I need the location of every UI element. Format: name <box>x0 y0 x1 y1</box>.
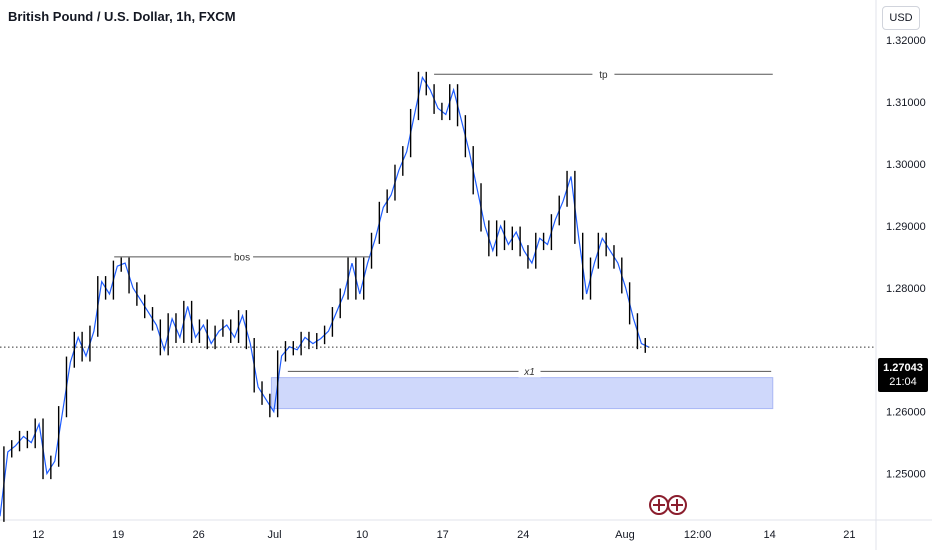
y-tick-label: 1.32000 <box>886 35 926 47</box>
x-tick-label: 14 <box>764 529 776 541</box>
y-tick-label: 1.26000 <box>886 407 926 419</box>
demand-zone-layer <box>270 377 774 410</box>
y-tick-label: 1.25000 <box>886 469 926 481</box>
x-axis-ticks: 12 19 26 Jul 10 17 24 Aug 12:00 14 21 <box>32 529 855 541</box>
y-axis-ticks: 1.32000 1.31000 1.30000 1.29000 1.28000 1.260… <box>886 35 926 480</box>
annotation-layer: bos tp x1 <box>114 67 773 515</box>
level-label-bos: bos <box>234 252 250 263</box>
chart-title: British Pound / U.S. Dollar, 1h, FXCM <box>8 9 236 24</box>
level-label-tp: tp <box>599 70 608 81</box>
last-price-value: 1.27043 <box>883 362 923 374</box>
y-tick-label: 1.29000 <box>886 221 926 233</box>
currency-button[interactable]: USD <box>882 6 920 30</box>
x-tick-label: 12 <box>32 529 44 541</box>
y-tick-label: 1.28000 <box>886 283 926 295</box>
y-tick-label: 1.31000 <box>886 97 926 109</box>
x-tick-label: Aug <box>615 529 635 541</box>
x-tick-label: 24 <box>517 529 529 541</box>
level-label-bg-bos <box>231 249 254 263</box>
x-tick-label: 17 <box>437 529 449 541</box>
level-label-bg-x1 <box>518 364 541 378</box>
x-tick-label: 21 <box>843 529 855 541</box>
level-label-x1: x1 <box>523 367 535 378</box>
x-tick-label: Jul <box>268 529 282 541</box>
level-label-bg-tp <box>592 67 615 81</box>
x-tick-label: 12:00 <box>684 529 712 541</box>
x-tick-label: 10 <box>356 529 368 541</box>
x-tick-label: 26 <box>193 529 205 541</box>
last-price-tag: 1.27043 21:04 <box>878 358 928 392</box>
y-tick-label: 1.30000 <box>886 159 926 171</box>
series-layer <box>0 71 876 522</box>
demand-zone <box>270 377 774 410</box>
x-tick-label: 19 <box>112 529 124 541</box>
bar-countdown: 21:04 <box>889 376 917 388</box>
economic-events <box>649 495 687 515</box>
